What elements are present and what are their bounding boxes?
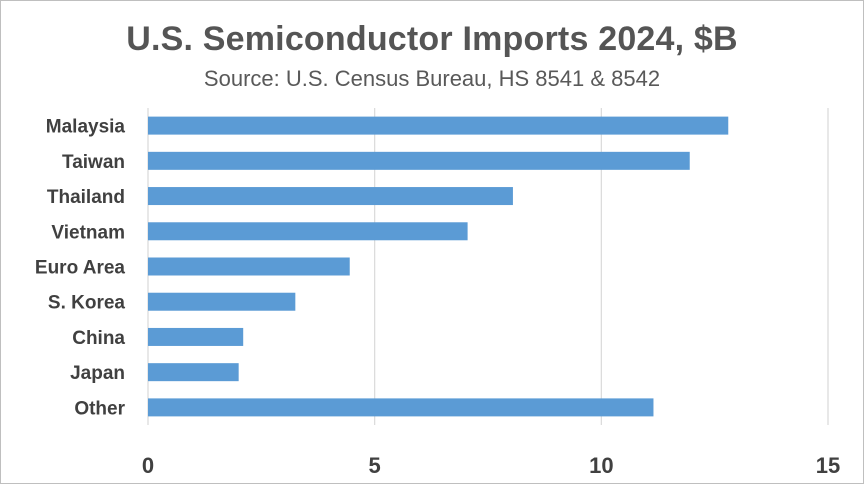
category-label: S. Korea bbox=[48, 293, 126, 314]
bar-thailand bbox=[148, 187, 513, 206]
category-label: Thailand bbox=[47, 187, 125, 208]
x-tick-label: 10 bbox=[589, 453, 613, 478]
bar-other bbox=[148, 398, 654, 417]
bar-euro-area bbox=[148, 257, 350, 276]
bar-china bbox=[148, 327, 244, 346]
chart-title: U.S. Semiconductor Imports 2024, $B bbox=[126, 20, 738, 58]
category-label: Vietnam bbox=[51, 222, 125, 243]
bar-malaysia bbox=[148, 116, 729, 135]
category-labels: Malaysia Taiwan Thailand Vietnam Euro Area S.… bbox=[35, 117, 126, 420]
category-label: Japan bbox=[70, 363, 125, 384]
category-label: Malaysia bbox=[46, 117, 126, 138]
category-label: Euro Area bbox=[35, 258, 126, 279]
chart-subtitle: Source: U.S. Census Bureau, HS 8541 & 85… bbox=[203, 66, 661, 91]
category-label: Taiwan bbox=[62, 152, 125, 173]
bars bbox=[148, 116, 729, 417]
category-label: Other bbox=[74, 398, 125, 419]
x-tick-labels: 0 5 10 15 bbox=[142, 453, 840, 478]
bar-taiwan bbox=[148, 151, 690, 170]
x-tick-label: 5 bbox=[369, 453, 381, 478]
bar-vietnam bbox=[148, 222, 468, 241]
bar-s-korea bbox=[148, 292, 296, 311]
x-tick-label: 15 bbox=[816, 453, 840, 478]
bar-japan bbox=[148, 363, 239, 382]
category-label: China bbox=[72, 328, 125, 349]
x-tick-label: 0 bbox=[142, 453, 154, 478]
